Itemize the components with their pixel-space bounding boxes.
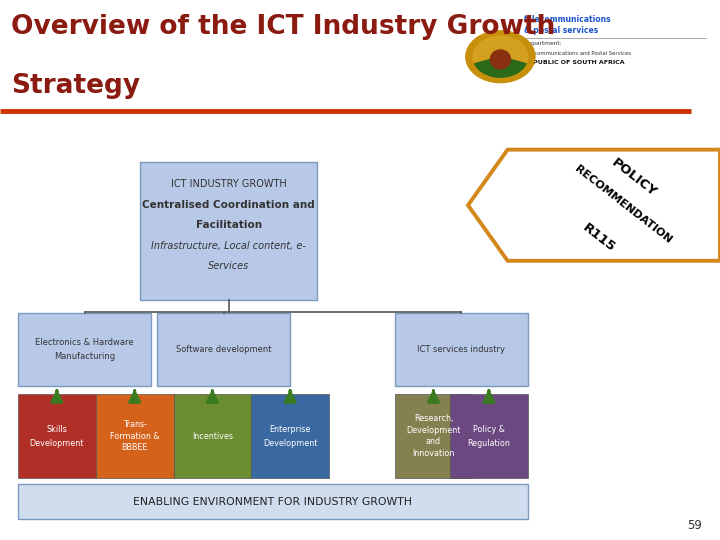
FancyBboxPatch shape [450,394,528,478]
Text: Regulation: Regulation [467,438,510,448]
FancyBboxPatch shape [251,394,329,478]
Polygon shape [468,150,720,261]
Text: Department:: Department: [524,40,562,45]
Text: RECOMMENDATION: RECOMMENDATION [572,163,673,245]
Text: Formation &: Formation & [110,431,159,441]
Text: Policy &: Policy & [473,424,505,434]
Text: ICT services industry: ICT services industry [417,345,505,354]
FancyBboxPatch shape [395,394,472,478]
Circle shape [473,36,528,77]
Text: Development: Development [30,438,84,448]
FancyBboxPatch shape [395,313,528,386]
Circle shape [466,31,535,83]
Text: Services: Services [208,261,249,272]
Text: ICT INDUSTRY GROWTH: ICT INDUSTRY GROWTH [171,179,287,190]
FancyBboxPatch shape [140,162,317,300]
FancyBboxPatch shape [18,484,528,519]
Text: Research,: Research, [414,414,453,423]
Text: R115: R115 [580,221,618,254]
Text: REPUBLIC OF SOUTH AFRICA: REPUBLIC OF SOUTH AFRICA [524,60,625,65]
Text: Strategy: Strategy [11,73,140,99]
Wedge shape [474,57,526,77]
FancyBboxPatch shape [18,394,96,478]
FancyBboxPatch shape [96,394,174,478]
Text: Electronics & Hardware: Electronics & Hardware [35,338,134,347]
Text: and: and [426,437,441,447]
Text: Skills: Skills [47,424,67,434]
FancyBboxPatch shape [174,394,251,478]
Text: Enterprise: Enterprise [269,424,311,434]
Text: Infrastructure, Local content, e-: Infrastructure, Local content, e- [151,241,306,251]
Text: Software development: Software development [176,345,271,354]
Text: Centralised Coordination and: Centralised Coordination and [143,200,315,210]
Text: Overview of the ICT Industry Growth: Overview of the ICT Industry Growth [11,14,555,39]
Text: & postal services: & postal services [524,26,598,35]
Text: Development: Development [263,438,318,448]
Text: Facilitation: Facilitation [196,220,261,231]
FancyBboxPatch shape [157,313,290,386]
Text: BBBEE: BBBEE [122,443,148,453]
Text: telecommunications: telecommunications [524,15,612,24]
Text: Development: Development [406,426,461,435]
Text: Innovation: Innovation [413,449,454,458]
Ellipse shape [490,50,510,69]
Text: ENABLING ENVIRONMENT FOR INDUSTRY GROWTH: ENABLING ENVIRONMENT FOR INDUSTRY GROWTH [133,497,413,507]
Text: Telecommunications and Postal Services: Telecommunications and Postal Services [524,51,631,56]
Text: Manufacturing: Manufacturing [54,352,115,361]
Text: Trans-: Trans- [122,420,147,429]
Text: 59: 59 [687,519,702,532]
Text: POLICY: POLICY [608,157,659,200]
Text: Incentives: Incentives [192,431,233,441]
FancyBboxPatch shape [18,313,151,386]
